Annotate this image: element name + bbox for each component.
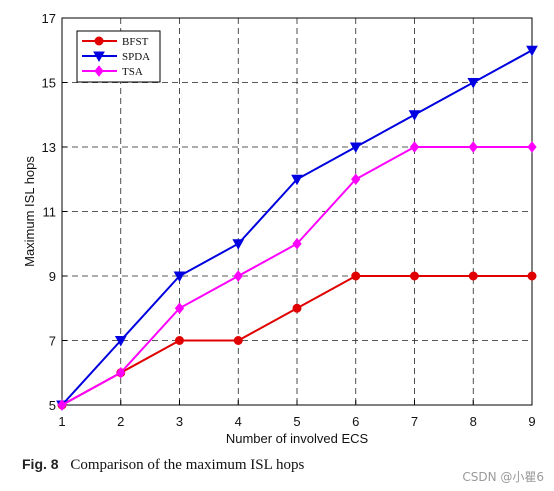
data-point-spda [467,78,480,89]
data-point-tsa [351,173,361,186]
y-tick-label: 13 [42,140,56,155]
data-point-bfst [233,336,243,345]
figure-number: Fig. 8 [22,456,59,472]
y-tick-label: 11 [43,205,57,220]
legend-item-bfst: BFST [82,36,149,48]
data-point-tsa [174,302,185,315]
y-tick-label: 5 [49,398,56,413]
data-point-spda [291,174,303,186]
legend-marker-spda [93,51,105,63]
x-tick-label: 9 [528,414,535,429]
x-axis-title: Number of involved ECS [226,431,369,446]
data-point-spda [173,271,186,283]
y-tick-label: 9 [49,269,56,284]
data-point-spda [408,110,421,121]
legend-label-bfst: BFST [122,36,149,48]
line-chart: 1 2 3 4 5 6 7 8 9 5 7 9 11 13 15 17 Number of involved … [22,11,538,446]
legend-marker-bfst [94,36,104,46]
legend-marker-tsa [94,65,104,77]
data-point-bfst [410,271,419,281]
y-axis-title: Maximum ISL hops [22,156,37,267]
data-point-spda [526,45,538,57]
data-point-tsa [409,141,420,153]
legend-label-tsa: TSA [122,66,143,78]
watermark: CSDN @小瞿6 [462,470,544,484]
data-point-bfst [351,271,361,281]
grid [62,18,532,405]
data-point-tsa [57,399,67,411]
data-point-spda [349,142,362,154]
x-tick-label: 8 [470,414,477,429]
series-group [56,45,538,412]
figure-caption: Fig. 8 Comparison of the maximum ISL hop… [22,456,304,474]
data-point-tsa [292,237,302,250]
data-point-bfst [175,336,184,345]
data-point-tsa [233,270,243,282]
x-tick-label: 7 [411,414,418,429]
data-point-spda [232,239,245,250]
legend-item-spda: SPDA [82,51,150,63]
x-tick-label: 3 [176,414,183,429]
legend-label-spda: SPDA [122,51,150,63]
legend-item-tsa: TSA [82,65,143,78]
data-point-bfst [527,271,537,281]
data-point-tsa [468,141,478,153]
y-tick-label: 7 [49,334,56,349]
x-tick-label: 2 [117,414,124,429]
legend: BFST SPDA TSA [76,30,161,83]
y-tick-label: 17 [42,11,56,26]
x-tick-label: 4 [235,414,242,429]
data-point-spda [114,336,127,347]
data-point-tsa [527,141,537,153]
x-tick-label: 1 [58,414,65,429]
figure-caption-text: Comparison of the maximum ISL hops [70,457,305,473]
y-tick-label: 15 [42,76,56,91]
series-tsa [57,141,537,411]
x-tick-label: 5 [293,414,300,429]
x-tick-label: 6 [352,414,359,429]
data-point-tsa [116,366,126,379]
data-point-bfst [292,303,302,313]
data-point-bfst [468,271,478,281]
